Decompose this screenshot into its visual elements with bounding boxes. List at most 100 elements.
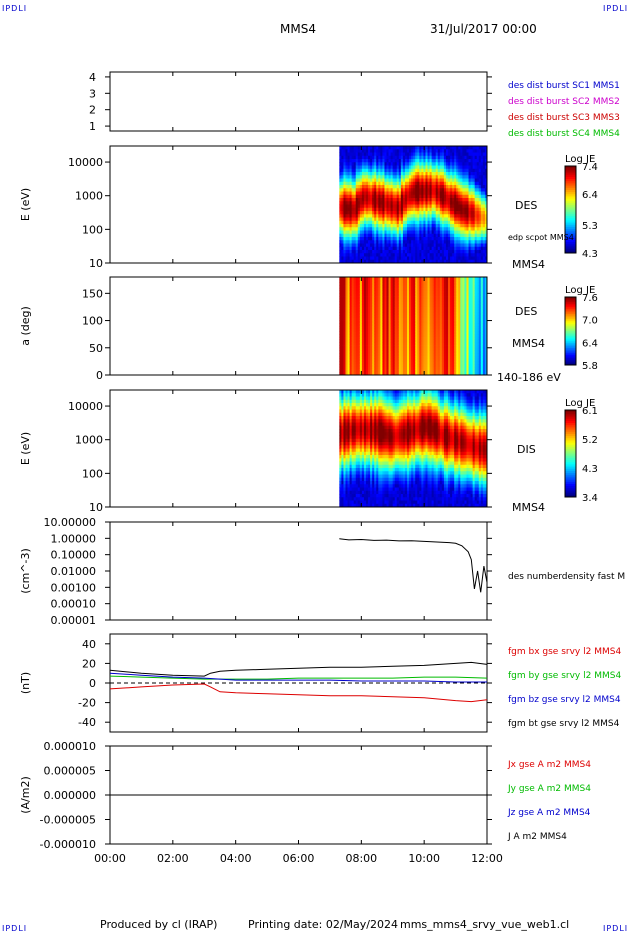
panel-2-heatmap-cell — [435, 347, 439, 351]
panel-1-heatmap-cell — [384, 214, 387, 218]
panel-2-heatmap-cell — [423, 298, 426, 302]
panel-2-heatmap-cell — [384, 331, 387, 335]
panel-2-heatmap-cell — [359, 317, 363, 321]
panel-2-heatmap-cell — [382, 345, 385, 349]
panel-1-heatmap-cell — [433, 152, 437, 157]
panel-2-heatmap-cell — [454, 350, 457, 354]
panel-1-heatmap-cell — [421, 165, 424, 170]
panel-2-heatmap-cell — [427, 355, 430, 360]
panel-2-heatmap-cell — [378, 334, 381, 338]
panel-1-heatmap-cell — [339, 207, 342, 212]
panel-1-heatmap-cell — [343, 214, 346, 218]
panel-2-heatmap-cell — [448, 331, 451, 335]
panel-1-heatmap-cell — [478, 168, 482, 173]
panel-1-heatmap-cell — [439, 152, 443, 157]
panel-2-heatmap-cell — [468, 298, 471, 302]
panel-2-heatmap-cell — [374, 328, 377, 332]
legend-entry: des dist burst SC1 MMS1 — [508, 81, 620, 91]
panel-2-heatmap-cell — [339, 342, 342, 346]
panel-1-heatmap-cell — [462, 240, 465, 244]
panel-2-heatmap-cell — [435, 328, 439, 332]
panel-1-heatmap-cell — [454, 149, 457, 153]
panel-1-heatmap-cell — [380, 253, 383, 257]
panel-2-heatmap-cell — [361, 282, 365, 286]
panel-1-heatmap-cell — [437, 191, 441, 196]
panel-1-heatmap-cell — [341, 152, 344, 157]
panel-2-heatmap-cell — [357, 287, 361, 292]
panel-2-heatmap-cell — [441, 315, 445, 319]
panel-1-heatmap-cell — [472, 230, 476, 235]
panel-1-heatmap-cell — [376, 220, 379, 225]
panel-2-heatmap-cell — [398, 287, 402, 292]
panel-2-heatmap-cell — [368, 372, 371, 376]
panel-1-heatmap-cell — [429, 246, 433, 251]
panel-1-heatmap-cell — [441, 211, 445, 215]
panel-2-heatmap-cell — [425, 355, 428, 360]
panel-1-heatmap-cell — [382, 159, 385, 163]
panel-1-heatmap-cell — [417, 246, 420, 251]
panel-1-heatmap-cell — [339, 194, 342, 199]
panel-1-heatmap-cell — [478, 240, 482, 244]
panel-2-heatmap-cell — [390, 331, 394, 335]
panel-1-heatmap-cell — [386, 159, 389, 163]
panel-1-heatmap-cell — [445, 220, 449, 225]
panel-2-heatmap-cell — [368, 285, 371, 289]
panel-2-heatmap-cell — [386, 287, 389, 292]
panel-1-heatmap-cell — [378, 201, 381, 205]
panel-1-heatmap-cell — [462, 230, 465, 235]
panel-1-heatmap-cell — [394, 233, 398, 238]
panel-1-heatmap-cell — [474, 253, 478, 257]
panel-2-heatmap-cell — [419, 285, 422, 289]
panel-1-heatmap-cell — [363, 172, 367, 176]
panel-2-heatmap-cell — [450, 366, 453, 370]
panel-2-heatmap-cell — [464, 290, 467, 294]
panel-1-heatmap-cell — [425, 185, 428, 189]
panel-1-heatmap-cell — [456, 253, 459, 257]
panel-1-heatmap-cell — [460, 207, 463, 212]
panel-1-heatmap-cell — [366, 162, 369, 166]
panel-2-heatmap-cell — [398, 350, 402, 354]
panel-1-heatmap-cell — [474, 237, 478, 241]
panel-1-heatmap-cell — [421, 159, 424, 163]
panel-1-heatmap-cell — [368, 181, 371, 186]
panel-1-heatmap-cell — [382, 246, 385, 251]
panel-1-heatmap-cell — [431, 162, 435, 166]
panel-1-heatmap-cell — [429, 240, 433, 244]
panel-2-heatmap-cell — [363, 369, 367, 373]
legend-entry: des dist burst SC3 MMS3 — [508, 113, 620, 123]
panel-1-heatmap-cell — [421, 175, 424, 179]
panel-2-heatmap-cell — [439, 285, 443, 289]
panel-1-heatmap-cell — [388, 188, 392, 192]
panel-2-heatmap-cell — [347, 309, 350, 313]
panel-2-heatmap-cell — [357, 298, 361, 302]
panel-1-colorbar-tick: 4.3 — [582, 249, 598, 260]
panel-2-heatmap-cell — [456, 364, 459, 368]
panel-2-heatmap-cell — [466, 304, 469, 308]
panel-2-heatmap-cell — [347, 364, 350, 368]
panel-2-heatmap-cell — [396, 345, 400, 349]
panel-2-heatmap-cell — [400, 369, 404, 373]
panel-1-heatmap-cell — [359, 201, 363, 205]
panel-2-heatmap-cell — [413, 285, 416, 289]
panel-1-heatmap-cell — [468, 211, 471, 215]
panel-1-heatmap-cell — [351, 181, 355, 186]
panel-2-heatmap-cell — [423, 323, 426, 327]
panel-2-heatmap-cell — [423, 347, 426, 351]
panel-1-heatmap-cell — [484, 159, 488, 163]
panel-2-heatmap-cell — [392, 282, 396, 286]
panel-1-heatmap-cell — [419, 175, 422, 179]
panel-2-heatmap-cell — [341, 320, 344, 324]
panel-2-heatmap-cell — [374, 293, 377, 297]
panel-2-heatmap-cell — [417, 317, 420, 321]
panel-1-heatmap-cell — [431, 185, 435, 189]
panel-1-heatmap-cell — [398, 172, 402, 176]
panel-1-heatmap-cell — [474, 198, 478, 202]
panel-2-heatmap-cell — [378, 306, 381, 311]
panel-1-ytick-label: 1000 — [75, 190, 103, 203]
panel-2-heatmap-cell — [458, 277, 461, 281]
panel-2-heatmap-cell — [341, 309, 344, 313]
panel-1-heatmap-cell — [388, 155, 392, 160]
panel-1-heatmap-cell — [396, 243, 400, 248]
panel-1-heatmap-cell — [423, 214, 426, 218]
panel-1-heatmap-cell — [433, 191, 437, 196]
